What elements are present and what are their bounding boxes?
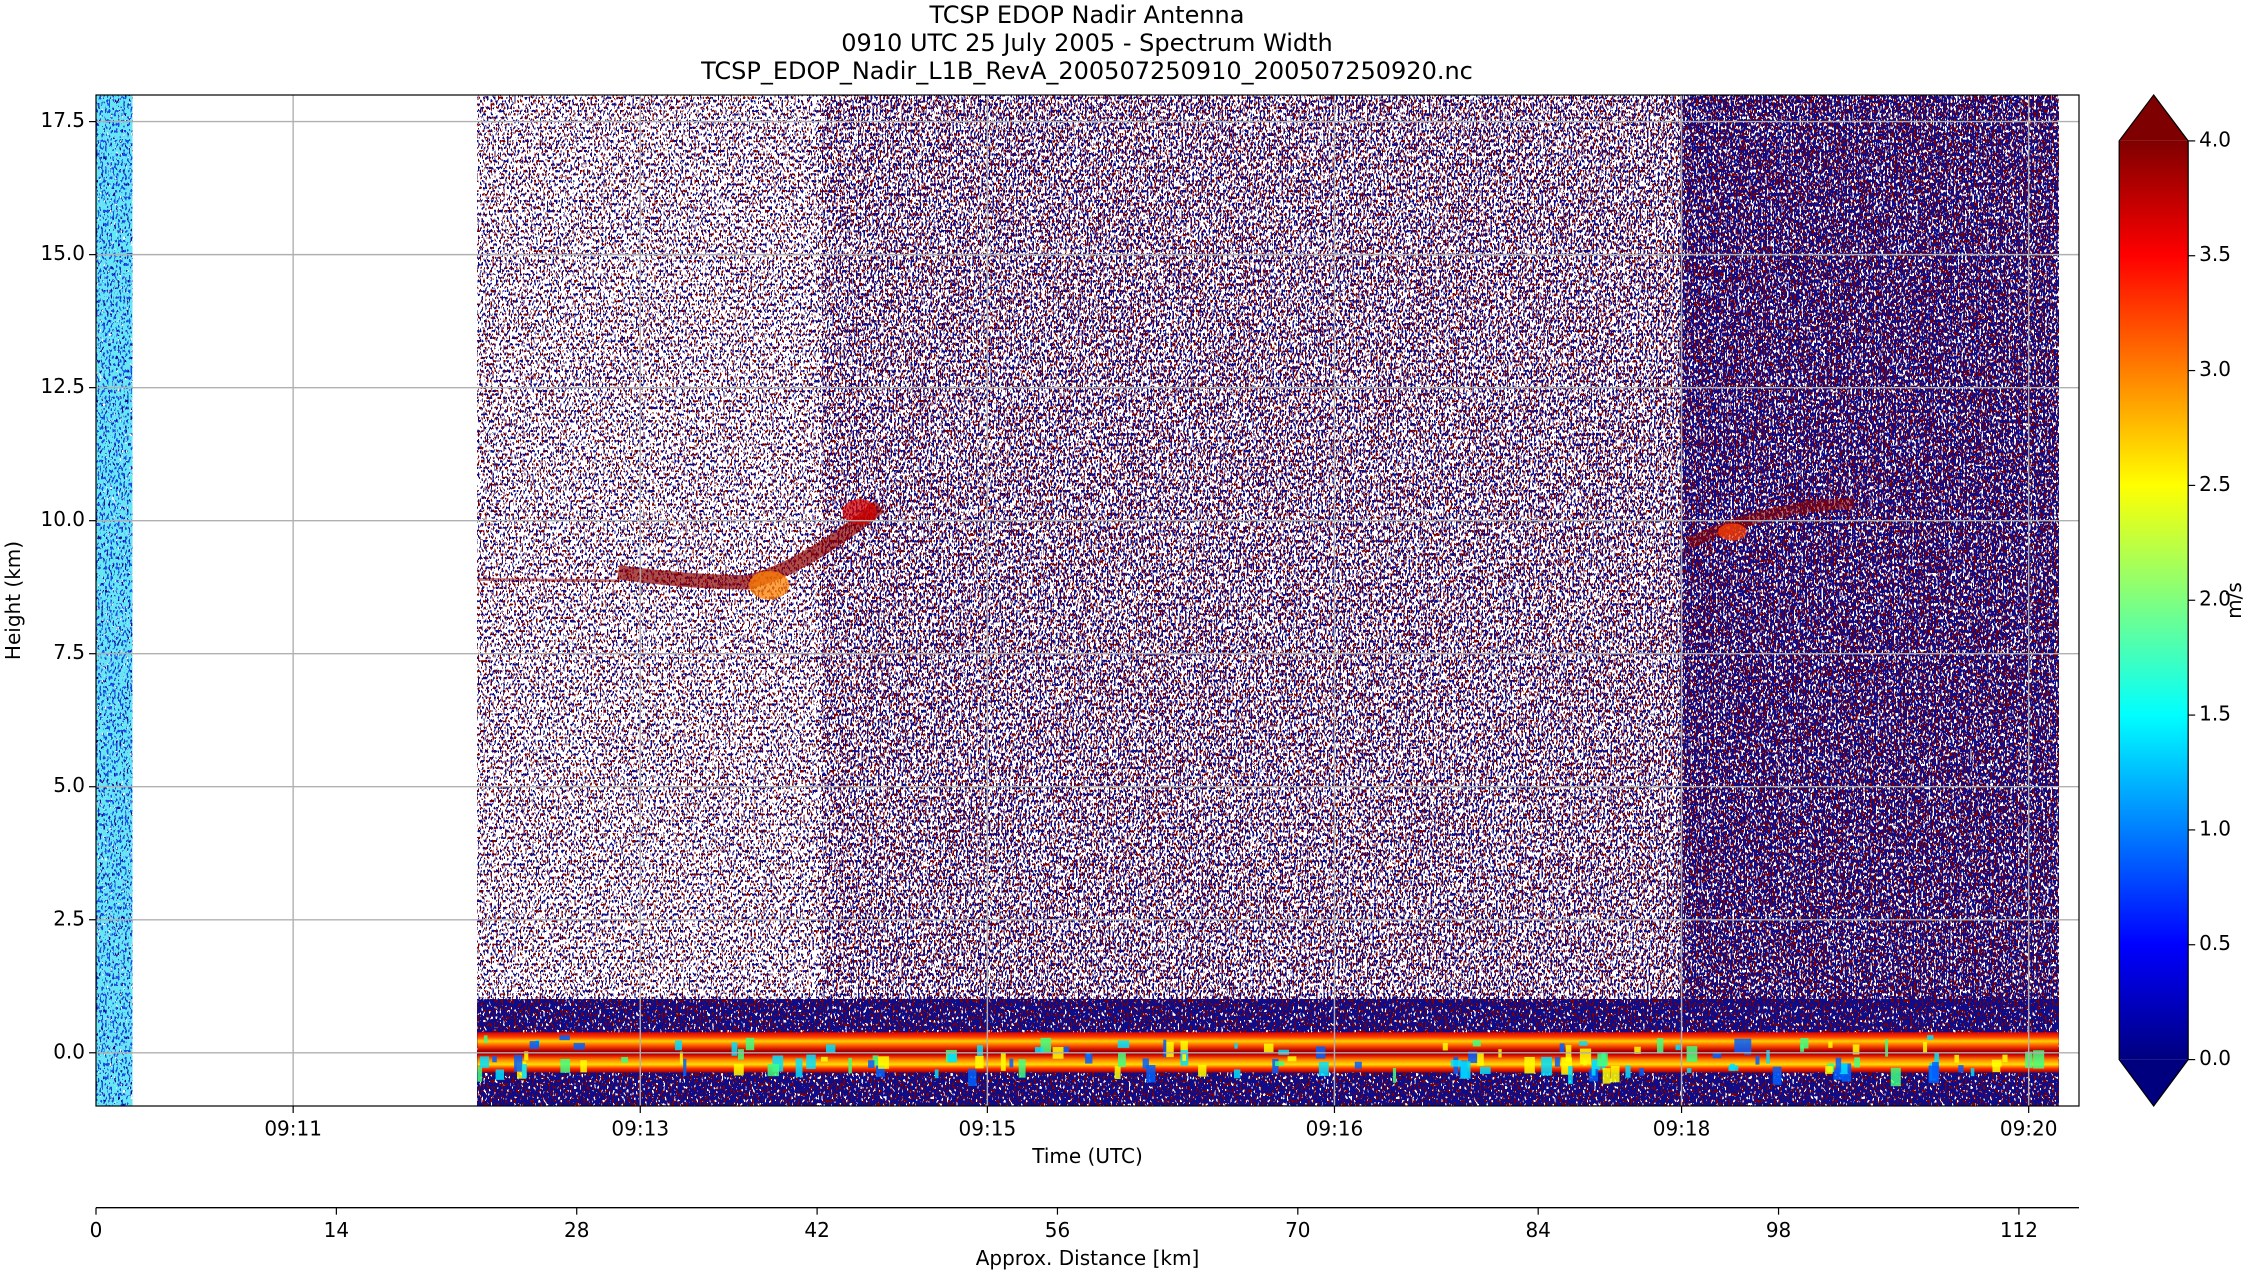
x-tick-label: 09:11 — [264, 1117, 322, 1141]
distance-axis-label: Approx. Distance [km] — [976, 1246, 1200, 1270]
distance-tick-label: 42 — [804, 1218, 829, 1242]
y-tick-label: 15.0 — [40, 241, 85, 265]
x-tick-label: 09:18 — [1653, 1117, 1711, 1141]
radar-field — [96, 95, 2079, 1106]
x-tick-label: 09:16 — [1306, 1117, 1364, 1141]
x-tick-label: 09:15 — [959, 1117, 1017, 1141]
y-tick-label: 12.5 — [40, 374, 85, 398]
distance-tick-label: 28 — [564, 1218, 589, 1242]
axes: 09:11 09:13 09:15 09:16 09:18 09:20 0.0 2.5 5.0 7… — [1, 94, 2246, 1270]
distance-tick-label: 14 — [324, 1218, 349, 1242]
distance-tick-label: 0 — [90, 1218, 103, 1242]
x-tick-label: 09:13 — [611, 1117, 669, 1141]
title-block: TCSP EDOP Nadir Antenna 0910 UTC 25 July… — [700, 1, 1473, 85]
y-axis-label: Height (km) — [1, 541, 25, 660]
colorbar-extend-top — [2119, 95, 2189, 141]
colorbar-tick-label: 2.0 — [2199, 587, 2231, 611]
distance-tick-label: 98 — [1766, 1218, 1791, 1242]
y-tick-label: 0.0 — [53, 1039, 85, 1063]
colorbar-tick-label: 4.0 — [2199, 127, 2231, 151]
colorbar-tick-label: 0.5 — [2199, 931, 2231, 955]
colorbar — [2119, 140, 2189, 1060]
y-tick-label: 17.5 — [40, 108, 85, 132]
colorbar-tick-label: 1.0 — [2199, 816, 2231, 840]
colorbar-tick-label: 3.0 — [2199, 357, 2231, 381]
y-tick-label: 5.0 — [53, 773, 85, 797]
chart-subtitle: 0910 UTC 25 July 2005 - Spectrum Width — [841, 29, 1333, 57]
plot-frame — [95, 94, 2080, 1107]
colorbar-tick-label: 0.0 — [2199, 1046, 2231, 1070]
chart-title: TCSP EDOP Nadir Antenna — [929, 1, 1245, 29]
distance-tick-label: 84 — [1525, 1218, 1550, 1242]
x-tick-label: 09:20 — [2000, 1117, 2058, 1141]
colorbar-tick-label: 2.5 — [2199, 472, 2231, 496]
distance-tick-label: 70 — [1285, 1218, 1310, 1242]
chart-file-name: TCSP_EDOP_Nadir_L1B_RevA_200507250910_20… — [700, 57, 1473, 85]
x-axis-label: Time (UTC) — [1031, 1144, 1143, 1168]
colorbar-tick-label: 1.5 — [2199, 702, 2231, 726]
y-tick-label: 10.0 — [40, 507, 85, 531]
distance-tick-label: 112 — [2000, 1218, 2038, 1242]
y-tick-label: 7.5 — [53, 640, 85, 664]
y-tick-label: 2.5 — [53, 906, 85, 930]
colorbar-label: m/s — [2222, 582, 2246, 619]
colorbar-tick-label: 3.5 — [2199, 242, 2231, 266]
distance-tick-label: 56 — [1045, 1218, 1070, 1242]
colorbar-extend-bottom — [2119, 1059, 2189, 1106]
